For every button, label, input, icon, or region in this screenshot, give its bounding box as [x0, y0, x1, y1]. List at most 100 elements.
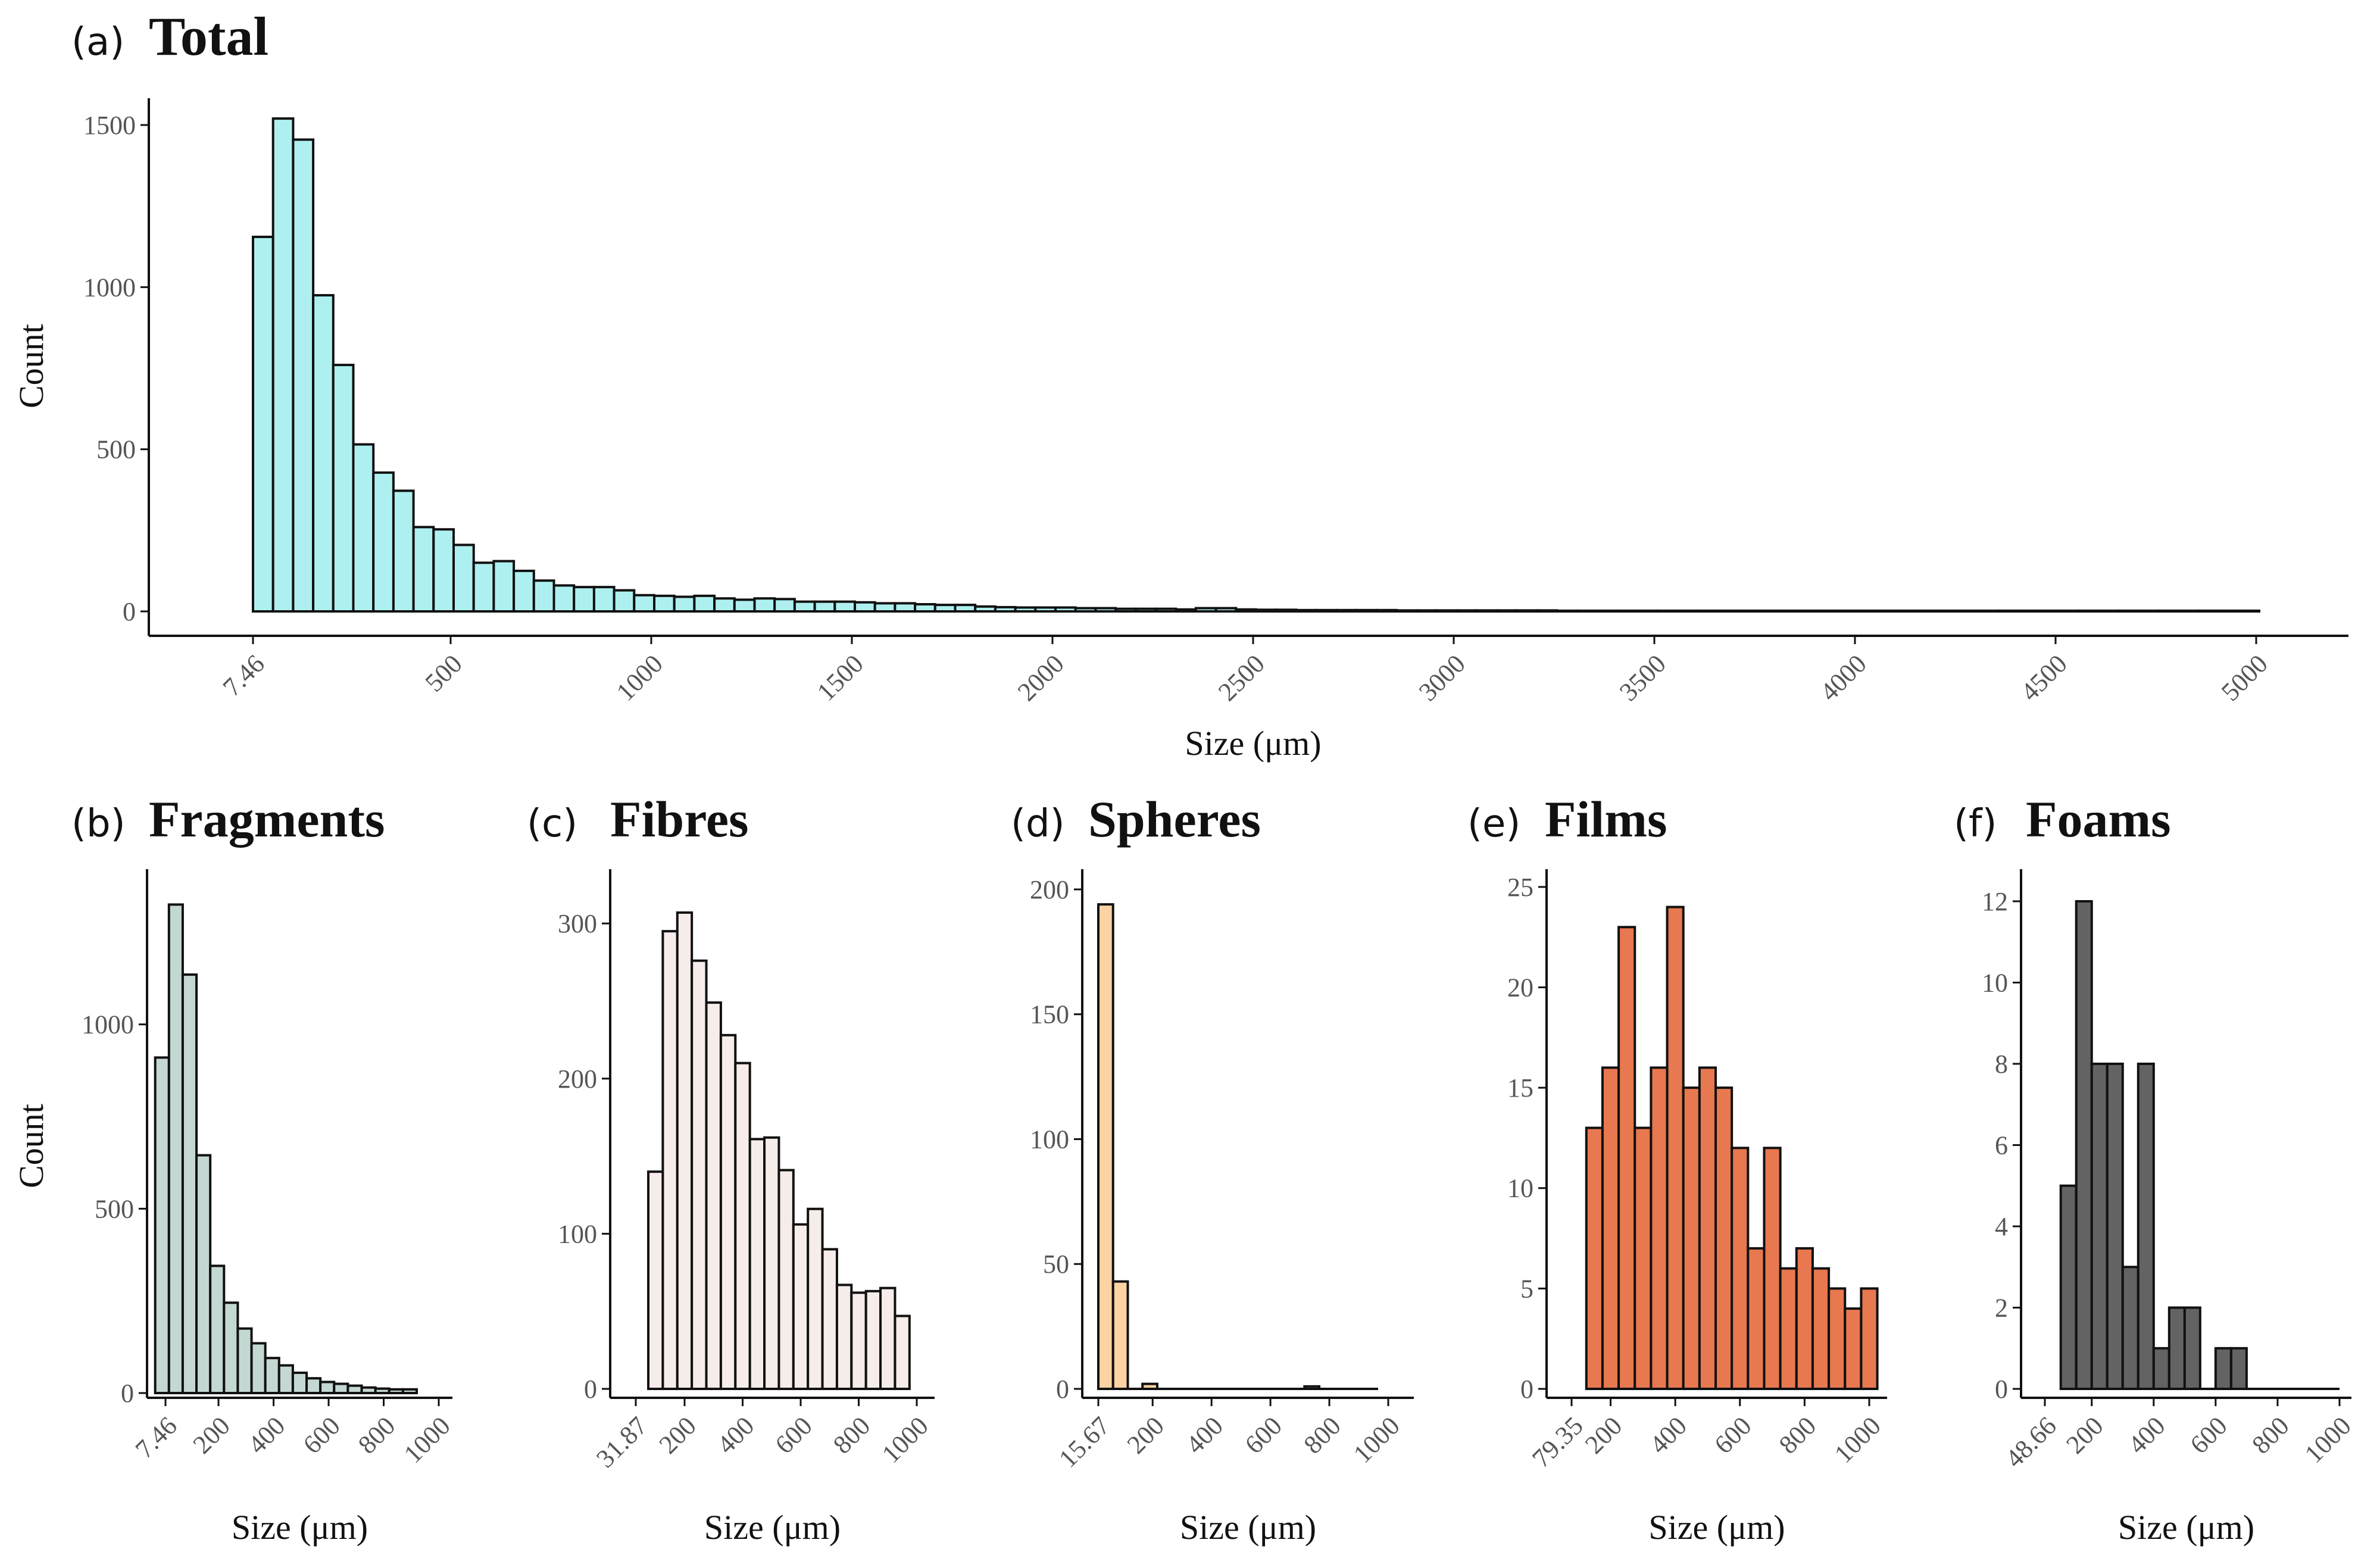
bar: [181, 973, 198, 1394]
bar: [894, 1314, 911, 1390]
bar: [633, 594, 656, 613]
x-tick-label: 600: [1239, 1411, 1288, 1459]
x-axis-title: Size (μm): [1648, 1508, 1785, 1547]
bar: [1844, 1307, 1863, 1391]
bar: [291, 1371, 308, 1394]
bar: [392, 489, 415, 613]
panel-title: Fragments: [149, 791, 385, 848]
bar: [1650, 1066, 1669, 1391]
panel-letter: (d): [1011, 802, 1065, 846]
bar: [693, 594, 716, 613]
bar: [753, 597, 776, 613]
x-tick-label: 800: [2246, 1411, 2294, 1459]
bar: [813, 600, 836, 613]
x-tick-label: 800: [352, 1411, 401, 1459]
x-tick-label: 800: [1298, 1411, 1347, 1459]
bar: [2152, 1347, 2170, 1391]
x-axis-title: Size (μm): [2118, 1508, 2254, 1547]
panel-letter: (e): [1467, 802, 1520, 846]
x-tick-label: 1500: [811, 649, 869, 707]
bar: [319, 1381, 336, 1394]
y-tick-label: 20: [1507, 973, 1533, 1002]
bar: [777, 1169, 795, 1390]
bar: [1731, 1147, 1750, 1390]
bar: [1747, 1247, 1766, 1391]
panel-letter: (f): [1954, 802, 1997, 846]
bar: [452, 544, 475, 613]
bar: [873, 602, 897, 613]
bar: [2121, 1266, 2139, 1390]
bar: [1763, 1147, 1782, 1390]
bar: [850, 1291, 867, 1391]
x-tick-label: 600: [770, 1411, 818, 1459]
x-tick-label: 600: [1709, 1411, 1757, 1459]
bar: [1585, 1126, 1604, 1390]
y-tick-label: 0: [1056, 1375, 1069, 1404]
bar: [719, 1033, 737, 1391]
x-tick-label: 2500: [1213, 649, 1270, 707]
bar: [713, 597, 736, 613]
x-tick-label: 1000: [1348, 1411, 1405, 1469]
x-tick-label: 7.46: [130, 1411, 183, 1464]
y-axis-title: Count: [12, 1104, 51, 1188]
bar: [661, 930, 679, 1391]
x-tick-label: 200: [1579, 1411, 1628, 1459]
x-tick-label: 200: [2060, 1411, 2109, 1459]
bar: [2183, 1306, 2201, 1390]
bar: [879, 1286, 897, 1390]
y-tick-label: 0: [1520, 1375, 1533, 1404]
x-tick-label: 200: [1122, 1411, 1170, 1459]
y-tick-label: 200: [558, 1064, 597, 1094]
x-axis-title: Size (μm): [232, 1508, 368, 1547]
bar: [333, 1382, 349, 1394]
bar: [1779, 1267, 1798, 1390]
bar: [647, 1170, 664, 1390]
y-tick-label: 2: [1995, 1293, 2008, 1322]
bar: [1714, 1086, 1734, 1391]
bar: [592, 586, 616, 613]
bar: [2059, 1184, 2078, 1390]
bar: [271, 117, 295, 613]
panel-letter: (b): [71, 802, 126, 846]
y-axis-title: Count: [12, 324, 51, 408]
panel-letter: (a): [71, 20, 124, 64]
bar: [2137, 1062, 2155, 1390]
bar: [734, 1061, 751, 1390]
bar: [195, 1154, 212, 1394]
bar: [1601, 1066, 1620, 1391]
panel-title: Fibres: [610, 791, 749, 848]
x-tick-label: 1000: [611, 649, 669, 707]
x-tick-label: 48.66: [2000, 1411, 2062, 1473]
bar: [209, 1264, 226, 1394]
x-tick-label: 4500: [2015, 649, 2073, 707]
y-tick-label: 1000: [83, 273, 136, 302]
x-tick-label: 5000: [2216, 649, 2273, 707]
bar: [573, 586, 595, 613]
bar: [1666, 905, 1685, 1390]
bar: [2229, 1347, 2248, 1391]
y-tick-label: 100: [1030, 1125, 1069, 1154]
bar: [1828, 1287, 1847, 1391]
x-tick-label: 1000: [876, 1411, 934, 1469]
x-tick-label: 3000: [1413, 649, 1471, 707]
bar: [792, 1223, 810, 1390]
panel-title: Films: [1545, 791, 1667, 848]
y-tick-label: 10: [1982, 968, 2008, 997]
panel-title: Foams: [2026, 791, 2171, 848]
panel-title: Total: [149, 6, 268, 67]
x-tick-label: 1000: [398, 1411, 456, 1469]
bar: [2167, 1306, 2186, 1390]
bar: [1795, 1247, 1814, 1391]
bar: [793, 600, 816, 613]
bar: [807, 1207, 824, 1391]
y-tick-label: 12: [1982, 887, 2008, 916]
y-tick-label: 25: [1507, 873, 1533, 902]
y-tick-label: 300: [558, 909, 597, 938]
x-tick-label: 800: [1773, 1411, 1822, 1459]
bar: [1111, 1280, 1129, 1391]
x-tick-label: 600: [298, 1411, 346, 1459]
